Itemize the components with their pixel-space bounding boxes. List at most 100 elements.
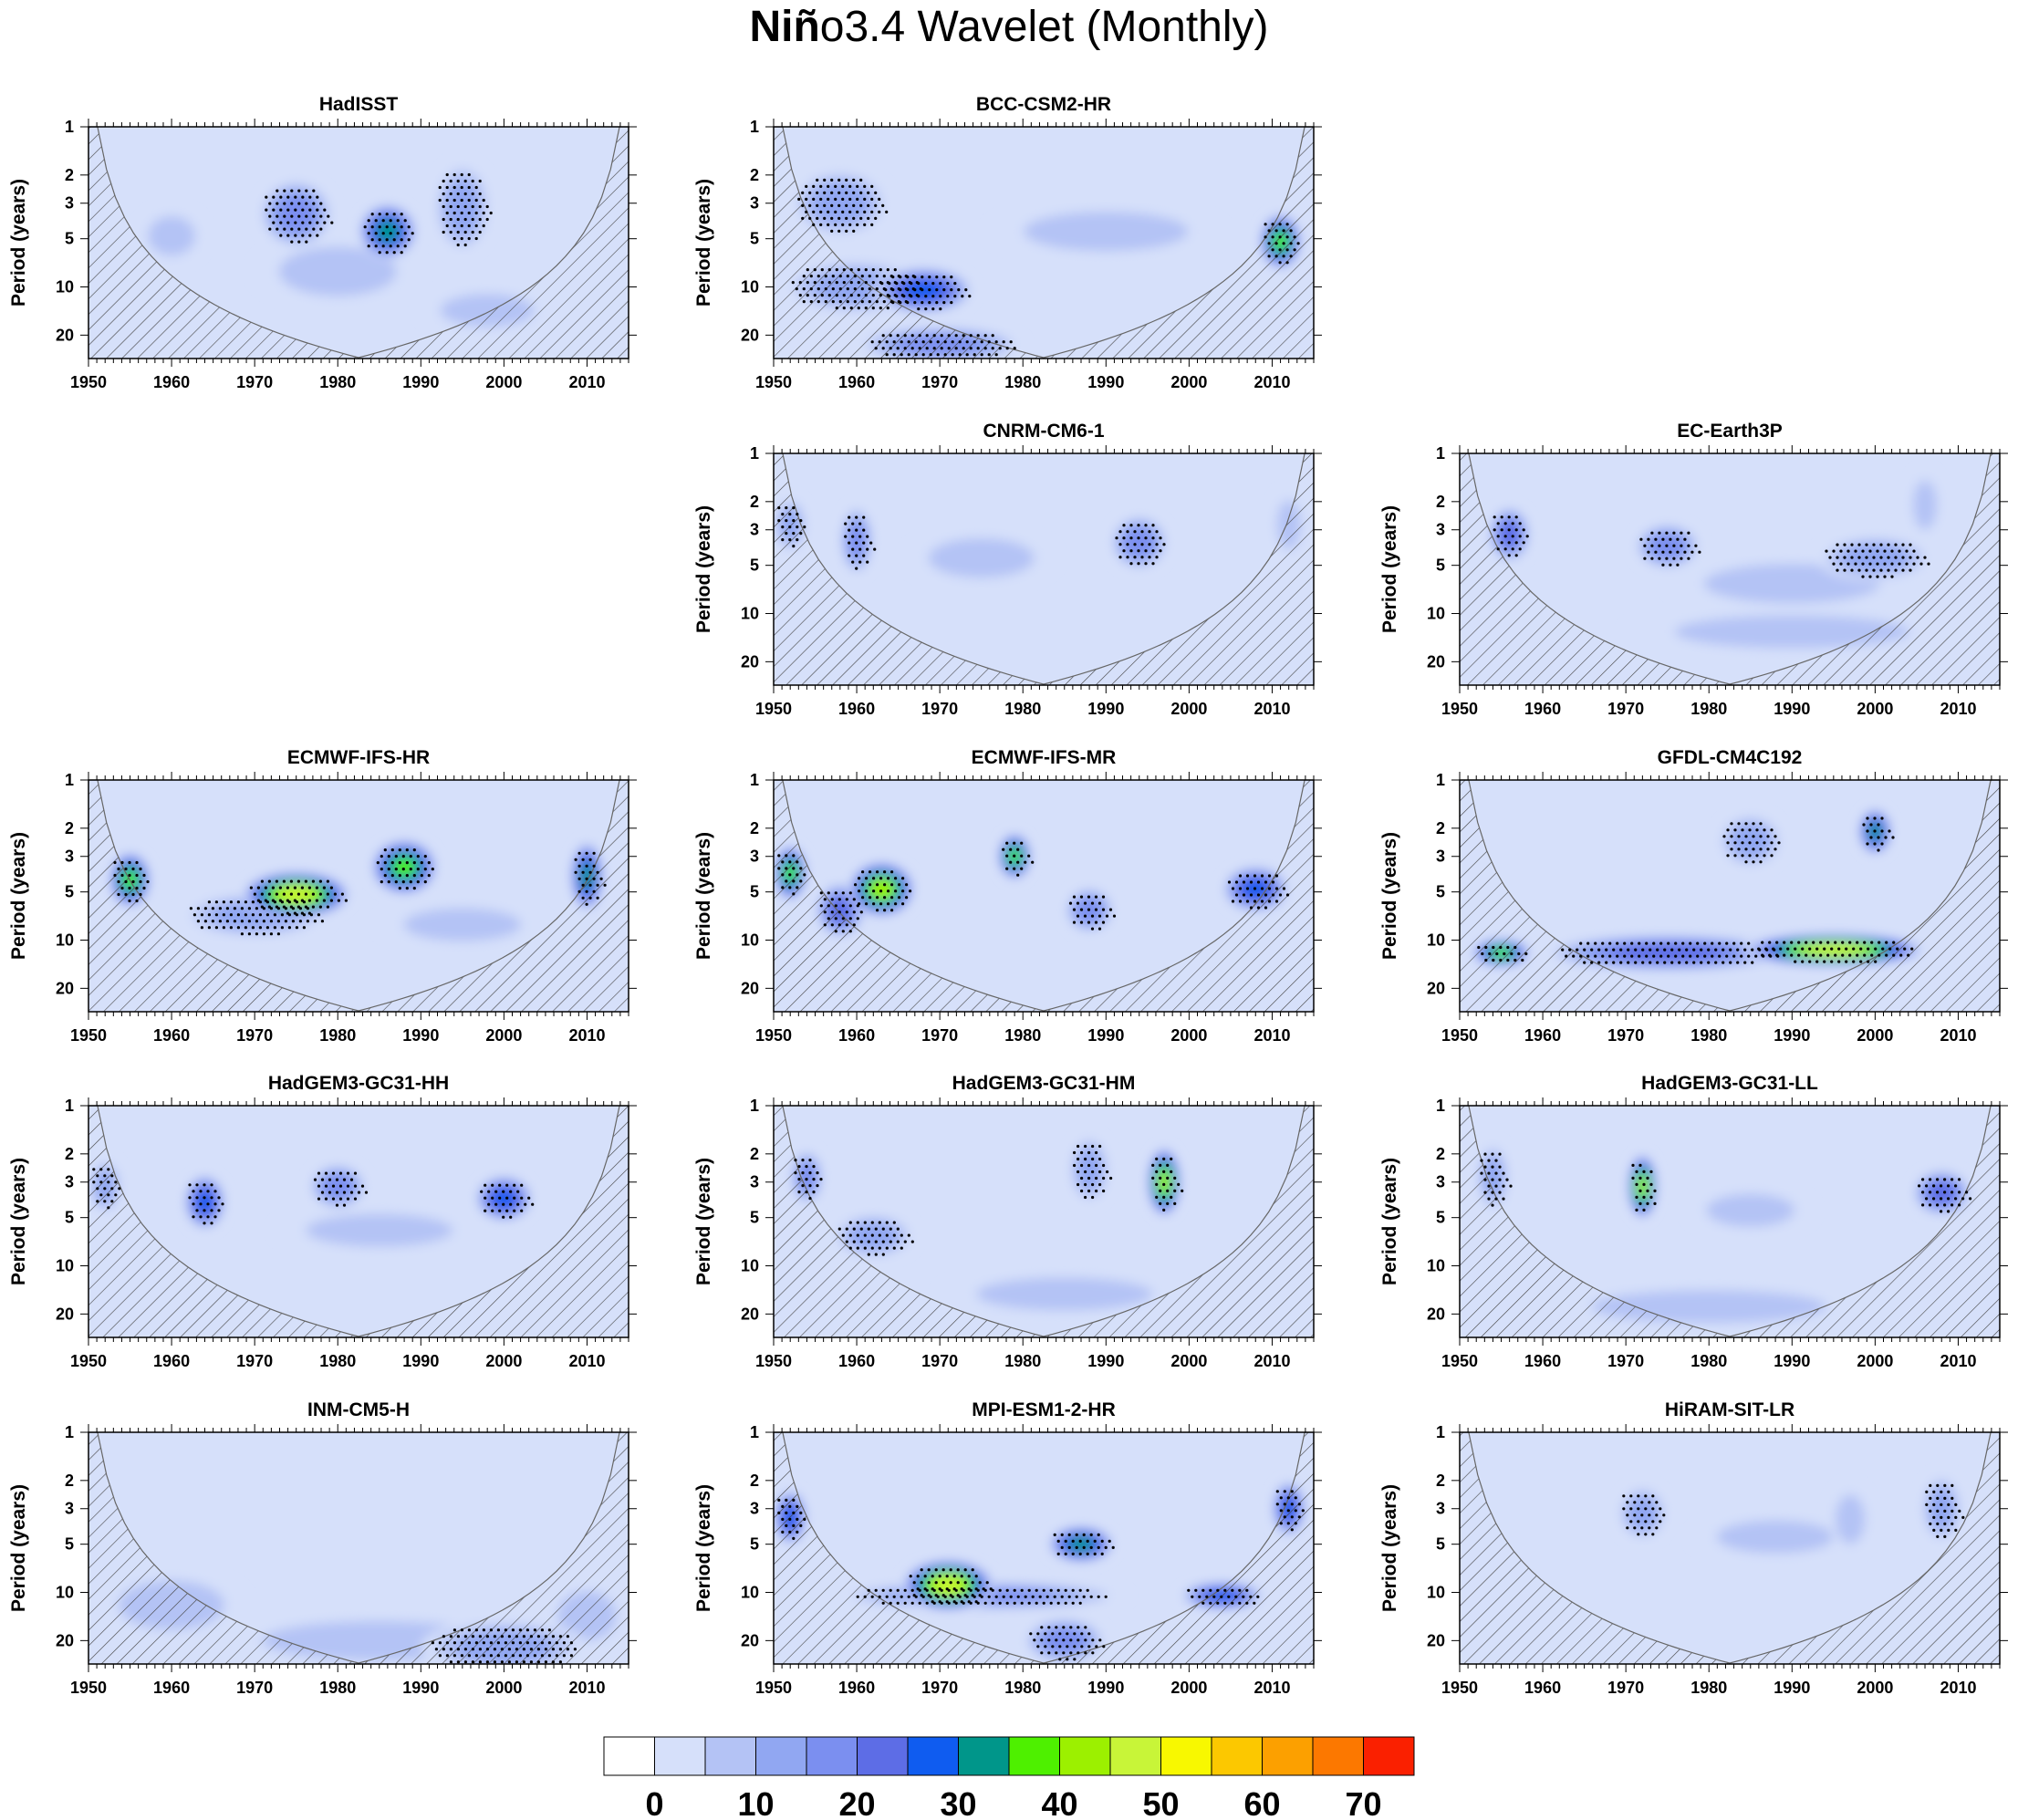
stipple-dot — [262, 932, 265, 936]
stipple-dot — [801, 203, 805, 207]
stipple-dot — [867, 191, 870, 194]
stipple-dot — [294, 221, 297, 224]
stipple-dot — [420, 874, 423, 878]
y-tick-label: 1 — [1436, 1423, 1445, 1441]
stipple-dot — [823, 910, 827, 914]
stipple-dot — [1078, 1601, 1082, 1605]
stipple-dot — [1077, 1144, 1080, 1149]
stipple-dot — [998, 1588, 1002, 1592]
power-contour — [1158, 1170, 1170, 1194]
stipple-dot — [852, 1240, 856, 1243]
stipple-dot — [1912, 549, 1916, 553]
stipple-dot — [827, 268, 831, 272]
x-tick-label: 1990 — [1774, 700, 1810, 718]
stipple-dot — [924, 295, 928, 298]
stipple-dot — [805, 184, 808, 188]
x-tick-label: 1950 — [755, 1026, 792, 1045]
stipple-dot — [1031, 860, 1035, 864]
stipple-dot — [1954, 1515, 1958, 1519]
stipple-dot — [1725, 954, 1729, 958]
stipple-dot — [1629, 1520, 1633, 1524]
stipple-dot — [1909, 543, 1912, 546]
stipple-dot — [1122, 524, 1126, 527]
stipple-dot — [827, 184, 830, 188]
stipple-dot — [830, 203, 834, 207]
stipple-dot — [405, 848, 409, 852]
stipple-dot — [1260, 887, 1264, 890]
stipple-dot — [267, 892, 271, 896]
stipple-dot — [1826, 953, 1830, 957]
stipple-dot — [272, 208, 276, 212]
stipple-dot — [1887, 556, 1890, 559]
stipple-dot — [478, 1660, 483, 1664]
stipple-dot — [1033, 1638, 1036, 1642]
stipple-dot — [522, 1635, 526, 1638]
stipple-dot — [841, 930, 845, 933]
stipple-dot — [496, 1641, 501, 1645]
stipple-dot — [900, 340, 903, 344]
colorbar-swatch — [1262, 1736, 1314, 1776]
stipple-dot — [1058, 1645, 1062, 1648]
stipple-dot — [1861, 575, 1865, 578]
stipple-dot — [268, 214, 272, 218]
stipple-dot — [1674, 941, 1678, 945]
stipple-dot — [574, 858, 577, 861]
stipple-dot — [1506, 945, 1510, 950]
stipple-dot — [798, 281, 802, 285]
y-tick-label: 1 — [65, 1423, 74, 1441]
stipple-dot — [319, 202, 323, 205]
stipple-dot — [1866, 829, 1869, 833]
stipple-dot — [1921, 1191, 1925, 1194]
power-contour — [1611, 944, 1723, 962]
cone-of-influence — [1460, 453, 2000, 685]
stipple-dot — [283, 214, 286, 218]
stipple-dot — [520, 1209, 524, 1212]
stipple-dot — [135, 860, 139, 865]
stipple-dot — [262, 907, 265, 910]
stipple-dot — [1950, 1203, 1954, 1207]
stipple-dot — [785, 532, 788, 536]
stipple-dot — [1689, 954, 1692, 958]
x-tick-label: 1950 — [755, 700, 792, 718]
stipple-dot — [1794, 960, 1797, 963]
stipple-dot — [1639, 537, 1643, 541]
stipple-dot — [874, 347, 878, 350]
stipple-dot — [221, 1202, 224, 1206]
stipple-dot — [558, 1635, 563, 1638]
stipple-dot — [131, 892, 135, 897]
stipple-dot — [879, 281, 882, 285]
stipple-dot — [1290, 1515, 1294, 1519]
stipple-dot — [460, 211, 463, 215]
stipple-dot — [808, 1171, 812, 1175]
stipple-dot — [301, 221, 305, 224]
stipple-dot — [287, 913, 291, 917]
stipple-dot — [879, 902, 883, 906]
stipple-dot — [1502, 1171, 1505, 1175]
stipple-dot — [817, 275, 820, 278]
x-tick-label: 1970 — [1607, 1352, 1644, 1370]
figure-title: Niño3.4 Wavelet (Monthly) — [0, 2, 2018, 52]
stipple-dot — [471, 179, 474, 183]
stipple-dot — [1151, 536, 1155, 540]
stipple-dot — [1947, 1515, 1950, 1519]
stipple-dot — [305, 202, 308, 205]
stipple-dot — [378, 251, 381, 255]
stipple-dot — [1883, 549, 1887, 553]
stipple-dot — [781, 538, 785, 542]
stipple-dot — [803, 525, 806, 529]
stipple-dot — [943, 340, 947, 344]
stipple-dot — [1654, 550, 1658, 554]
x-tick-label: 2000 — [1857, 1679, 1893, 1697]
stipple-dot — [1159, 549, 1162, 553]
stipple-dot — [1503, 535, 1507, 538]
stipple-dot — [830, 923, 834, 927]
panel-ecmwf-ifs-hr: 1950 1960 1970 1980 1990 2000 201012351020Peri… — [8, 747, 637, 1045]
stipple-dot — [785, 1498, 788, 1502]
stipple-dot — [114, 1180, 118, 1184]
stipple-dot — [841, 904, 845, 908]
stipple-dot — [290, 214, 294, 218]
stipple-dot — [547, 1628, 552, 1632]
stipple-dot — [1494, 1159, 1498, 1162]
stipple-dot — [1870, 953, 1874, 957]
stipple-dot — [848, 1221, 852, 1224]
